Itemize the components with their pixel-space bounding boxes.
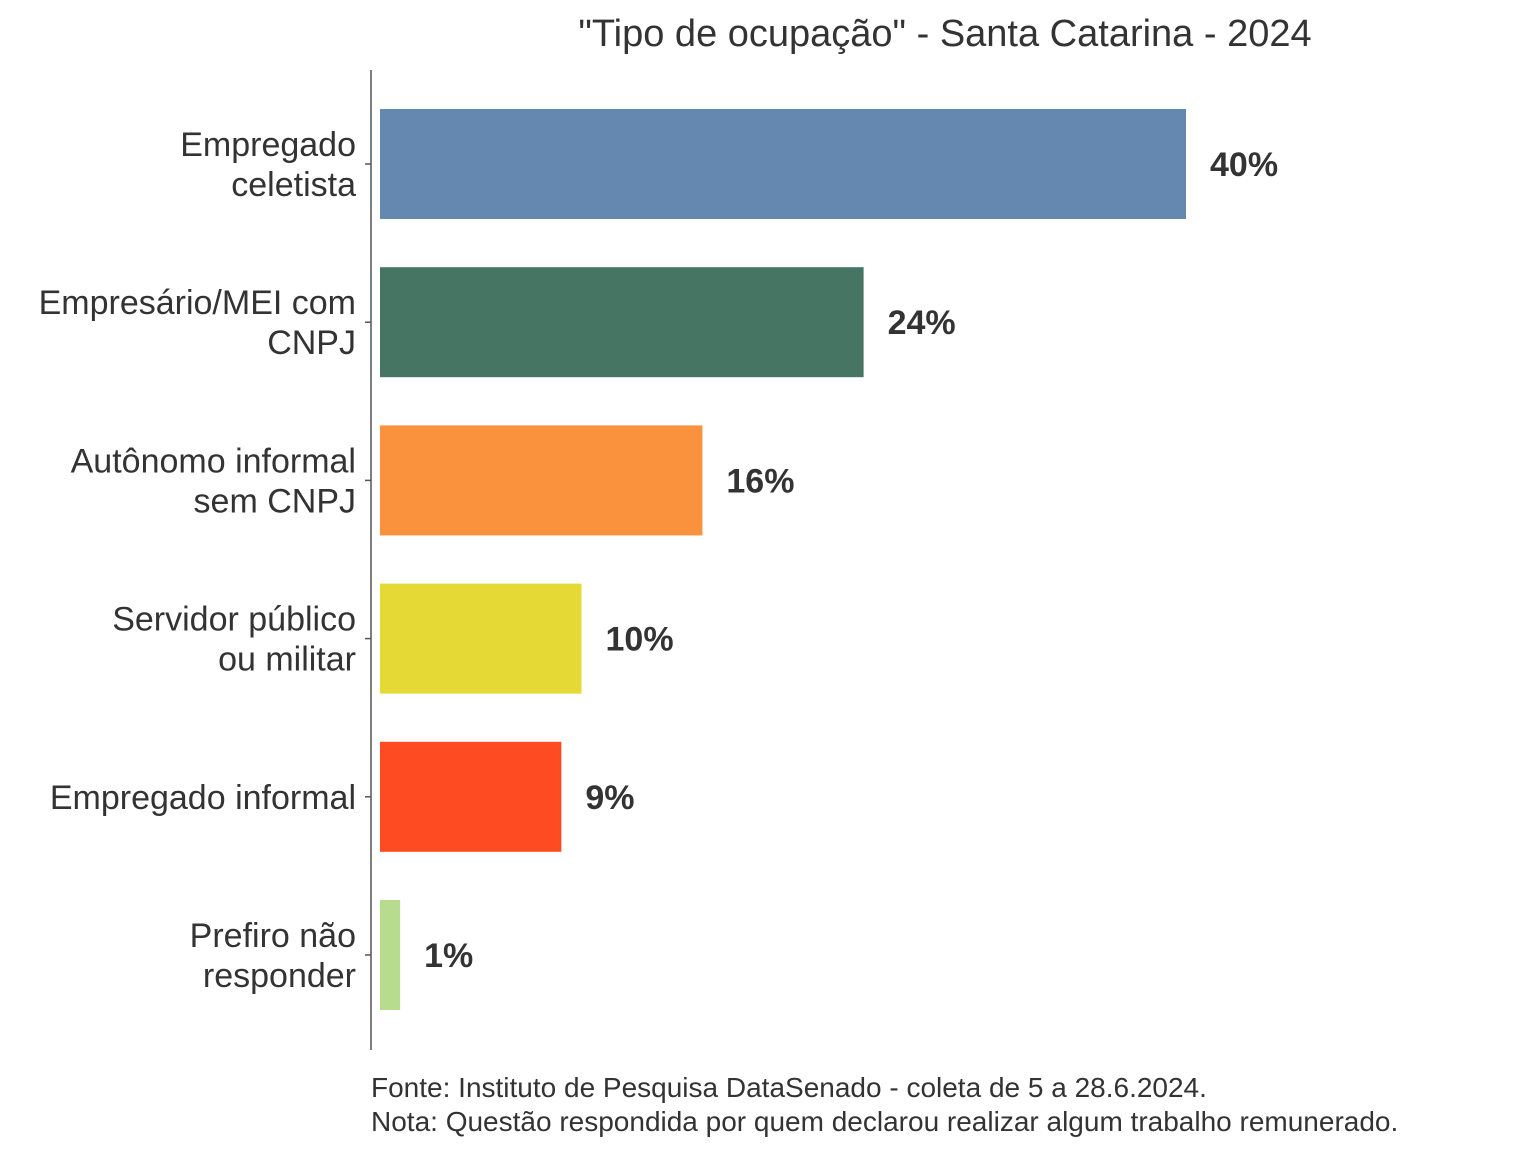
category-label-0: Empregado celetista: [180, 126, 356, 204]
category-label-1: Empresário/MEI com CNPJ: [39, 284, 356, 362]
bar-4: [380, 741, 562, 852]
category-label-line: responder: [203, 957, 356, 995]
chart-title: "Tipo de ocupação" - Santa Catarina - 20…: [578, 13, 1311, 55]
category-label-line: sem CNPJ: [194, 482, 356, 520]
value-label-0: 40%: [1210, 146, 1278, 184]
value-label-5: 1%: [424, 937, 473, 975]
category-label-line: Empregado informal: [50, 779, 356, 817]
bar-5: [380, 900, 401, 1010]
category-label-5: Prefiro não responder: [190, 917, 356, 995]
bar-3: [380, 583, 582, 694]
category-label-line: Empresário/MEI com: [39, 284, 356, 322]
bar-1: [380, 267, 864, 378]
category-label-line: celetista: [231, 166, 356, 204]
note-caption: Nota: Questão respondida por quem declar…: [371, 1106, 1398, 1137]
category-label-line: Prefiro não: [190, 917, 356, 955]
category-label-line: Empregado: [180, 126, 356, 164]
category-label-line: Servidor público: [112, 601, 356, 639]
value-label-1: 24%: [888, 304, 956, 342]
category-label-line: CNPJ: [267, 324, 356, 362]
bars-layer: 40% Empregado celetista 24% Empresário/MEI c…: [39, 109, 1278, 1010]
category-label-line: Autônomo informal: [71, 442, 356, 480]
source-caption: Fonte: Instituto de Pesquisa DataSenado …: [371, 1072, 1207, 1103]
category-label-3: Servidor público ou militar: [112, 601, 356, 679]
value-label-4: 9%: [585, 779, 634, 817]
value-label-3: 10%: [606, 621, 674, 659]
category-label-4: Empregado informal: [50, 779, 356, 817]
category-label-line: ou militar: [218, 641, 356, 679]
category-label-2: Autônomo informal sem CNPJ: [71, 442, 356, 520]
value-label-2: 16%: [726, 462, 794, 500]
bar-2: [380, 425, 703, 536]
bar-0: [380, 109, 1186, 219]
